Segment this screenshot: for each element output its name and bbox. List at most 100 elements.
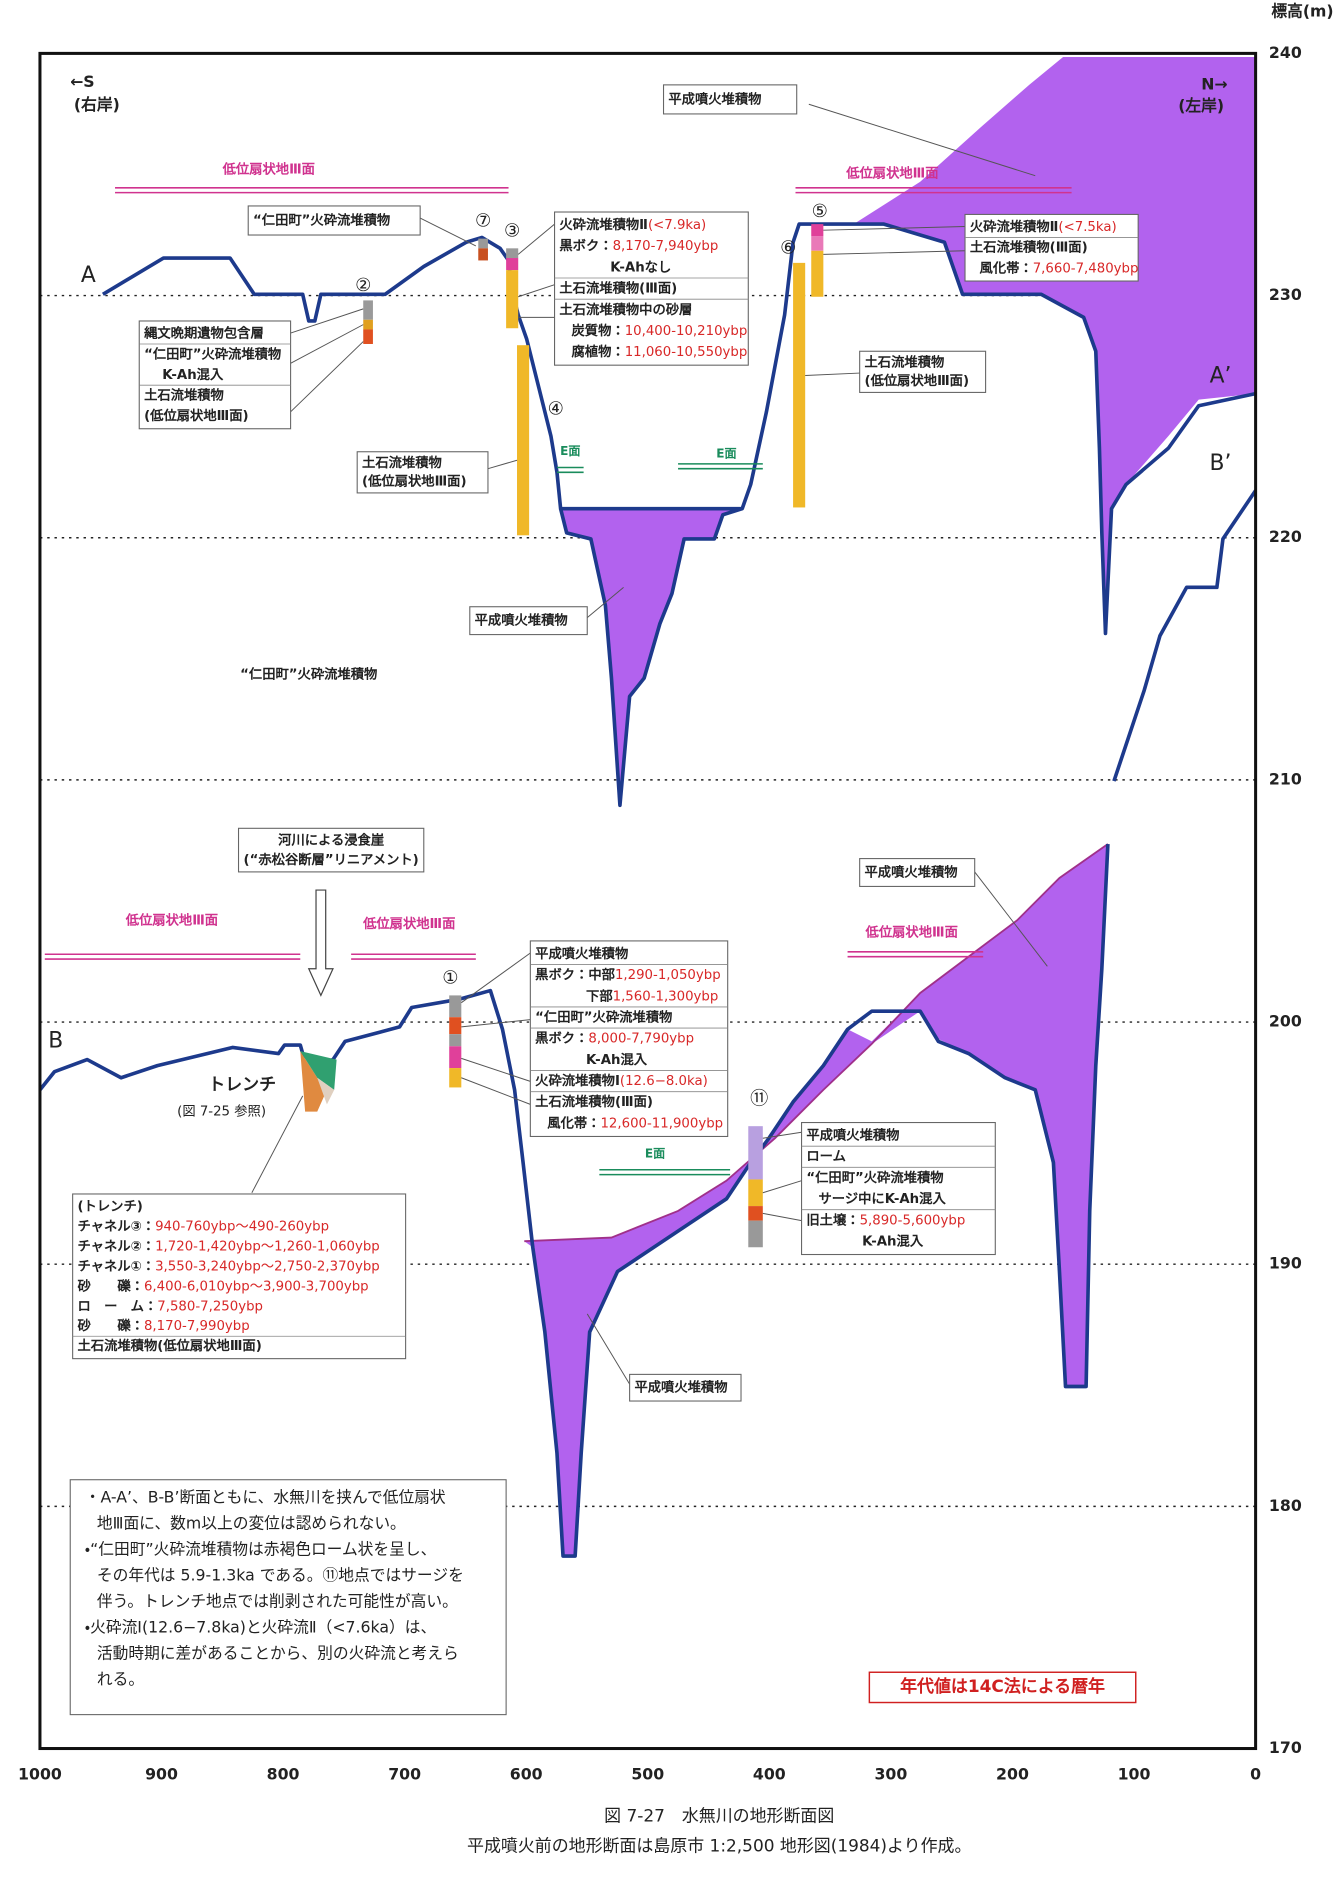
box-line-text: 砂 礫：	[77, 1317, 143, 1334]
x-tick-label: 200	[996, 1765, 1029, 1784]
point-number: ⑪	[750, 1089, 768, 1110]
label: トレンチ	[208, 1074, 276, 1094]
direction: ←S	[70, 72, 95, 91]
box-line: K-Ahなし	[610, 259, 671, 275]
terrace-label: 低位扇状地Ⅲ面	[362, 915, 455, 932]
box-line-date: 3,550-3,240ybp〜2,750-2,370ybp	[155, 1259, 380, 1274]
box-line-text: チャネル③：	[77, 1218, 155, 1234]
note-line: 伴う。トレンチ地点では削剥された可能性が高い。	[97, 1592, 458, 1611]
note-line: ・A-A’、B-B’断面ともに、水無川を挟んで低位扇状	[85, 1487, 446, 1506]
x-tick-label: 900	[145, 1765, 178, 1784]
section-label: A	[81, 263, 96, 288]
box-line: チャネル③：940-760ybp〜490-260ybp	[77, 1218, 329, 1234]
y-tick-label: 170	[1269, 1738, 1302, 1757]
box-line: 旧土壌：5,890-5,600ybp	[806, 1211, 965, 1228]
direction: (左岸)	[1178, 96, 1224, 115]
box-line: 黒ボク：中部1,290-1,050ybp	[535, 966, 720, 983]
box-line: 腐植物：11,060-10,550ybp	[572, 343, 748, 360]
box-line: 黒ボク：8,000-7,790ybp	[535, 1031, 694, 1047]
label-box	[554, 211, 749, 366]
trench-graphic	[300, 1051, 337, 1112]
arrow	[307, 889, 334, 997]
box-line: チャネル①：3,550-3,240ybp〜2,750-2,370ybp	[77, 1258, 379, 1274]
box-line: 土石流堆積物中の砂層	[559, 301, 692, 318]
box-line: 縄文晩期遺物包含層	[143, 325, 264, 342]
box-line: 砂 礫：6,400-6,010ybp〜3,900-3,700ybp	[77, 1277, 368, 1294]
box-line-date: 6,400-6,010ybp〜3,900-3,700ybp	[144, 1279, 369, 1294]
box-line: 風化帯：12,600-11,900ybp	[547, 1114, 723, 1131]
box-line: 下部1,560-1,300ybp	[586, 987, 718, 1004]
label-box	[356, 451, 489, 494]
box-line-text: 黒ボク：	[535, 1031, 588, 1047]
box-line-date: 1,720-1,420ybp〜1,260-1,060ybp	[155, 1239, 380, 1254]
profile-a-channel	[558, 506, 743, 808]
x-tick-label: 0	[1250, 1765, 1261, 1784]
box-line-text: 下部	[586, 987, 613, 1004]
profile-a	[101, 222, 1256, 636]
label-box	[801, 1121, 996, 1256]
box-line: 砂 礫：8,170-7,990ybp	[77, 1317, 249, 1334]
x-tick-label: 700	[388, 1765, 421, 1784]
box-line: 土石流堆積物	[362, 454, 442, 471]
section-label: B’	[1210, 451, 1232, 476]
x-tick-label: 500	[631, 1765, 664, 1784]
caption-subtitle: 平成噴火前の地形断面は島原市 1:2,500 地形図(1984)より作成。	[467, 1836, 971, 1856]
y-tick-label: 240	[1269, 43, 1302, 62]
frame	[38, 51, 1258, 1751]
box-line: 平成噴火堆積物	[668, 90, 761, 107]
box-line: K-Ah混入	[162, 367, 224, 383]
box-line: (低位扇状地Ⅲ面)	[865, 372, 970, 389]
box-line-text: チャネル①：	[77, 1258, 155, 1274]
box-line-date: (<7.9ka)	[648, 218, 706, 233]
box-line: 土石流堆積物(Ⅲ面)	[535, 1093, 653, 1110]
leader-lines	[251, 103, 1048, 1385]
box-line-date: 1,290-1,050ybp	[615, 968, 721, 983]
box-line-text: 黒ボク：	[559, 238, 612, 254]
label-box	[859, 350, 987, 393]
box-line: サージ中にK-Ah混入	[819, 1190, 947, 1207]
box-line: 平成噴火堆積物	[634, 1379, 727, 1396]
box-line-text: 風化帯：	[547, 1114, 600, 1131]
note-line: ・“仁田町”火砕流堆積物は赤褐色ローム状を呈し、	[85, 1539, 437, 1558]
box-line-date: 12,600-11,900ybp	[600, 1116, 723, 1131]
label-box	[529, 940, 729, 1138]
x-tick-label: 300	[874, 1765, 907, 1784]
caption-title: 図 7-27 水無川の地形断面図	[604, 1805, 834, 1825]
point-number: ③	[504, 220, 520, 241]
box-line-text: ロ ー ム：	[77, 1298, 157, 1314]
box-line-date: (<7.5ka)	[1058, 220, 1116, 235]
note-line: その年代は 5.9-1.3ka である。⑪地点ではサージを	[97, 1565, 464, 1584]
box-line: (トレンチ)	[77, 1198, 142, 1214]
y-tick-label: 200	[1269, 1012, 1302, 1031]
point-number: ②	[355, 275, 371, 296]
heisei-deposit	[560, 508, 743, 806]
y-axis-title: 標高(m)	[1271, 2, 1333, 21]
label-box	[72, 1193, 407, 1360]
box-line-text: 火砕流堆積物Ⅱ	[559, 216, 648, 233]
box-line: (低位扇状地Ⅲ面)	[144, 407, 249, 424]
box-line: チャネル②：1,720-1,420ybp〜1,260-1,060ybp	[77, 1238, 379, 1254]
terrace-label: 低位扇状地Ⅲ面	[125, 911, 218, 928]
box-line-text: 炭質物：	[572, 322, 625, 339]
box-line: 平成噴火堆積物	[806, 1127, 899, 1144]
box-line: 火砕流堆積物Ⅱ(<7.5ka)	[970, 218, 1117, 235]
box-line-date: 8,170-7,940ybp	[613, 239, 719, 254]
note-line: 活動時期に差があることから、別の火砕流と考えら	[97, 1644, 459, 1663]
point-number: ⑥	[780, 237, 796, 258]
box-line: 炭質物：10,400-10,210ybp	[572, 322, 748, 339]
label-box	[859, 858, 976, 887]
box-line: ローム	[806, 1149, 845, 1165]
deposit-top	[524, 843, 1109, 1243]
box-line: 平成噴火堆積物	[535, 945, 628, 962]
box-line-date: 7,580-7,250ybp	[157, 1299, 263, 1314]
profile-b-end	[1112, 489, 1258, 782]
box-line: 土石流堆積物(Ⅲ面)	[559, 280, 677, 297]
box-line-text: 砂 礫：	[77, 1277, 143, 1294]
box-line-text: 旧土壌：	[806, 1211, 859, 1228]
box-line-text: 黒ボク：中部	[535, 966, 615, 983]
box-line-text: 火砕流堆積物Ⅱ	[970, 218, 1059, 235]
heisei-deposit	[853, 57, 1256, 634]
section-label: B	[48, 1028, 63, 1053]
box-line: (低位扇状地Ⅲ面)	[362, 472, 467, 489]
box-line-text: 腐植物：	[572, 343, 625, 360]
